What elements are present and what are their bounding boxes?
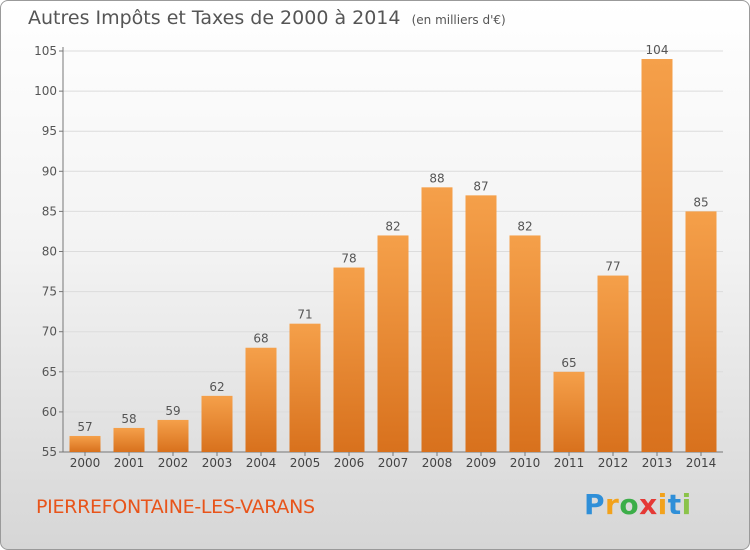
chart-title: Autres Impôts et Taxes de 2000 à 2014 — [28, 7, 401, 29]
data-label: 62 — [209, 380, 224, 394]
bars — [69, 59, 717, 453]
data-label: 85 — [693, 195, 708, 209]
y-tick-label: 75 — [42, 285, 57, 299]
logo-letter: o — [619, 488, 640, 521]
y-tick-label: 65 — [42, 365, 57, 379]
bar — [245, 347, 277, 452]
data-label: 77 — [605, 260, 620, 274]
x-tick-label: 2000 — [70, 456, 101, 470]
x-tick-label: 2007 — [378, 456, 409, 470]
x-tick-label: 2014 — [686, 456, 717, 470]
logo-letter: x — [639, 488, 658, 521]
x-tick-label: 2003 — [202, 456, 233, 470]
logo-letter: i — [657, 488, 668, 521]
y-tick-label: 80 — [42, 245, 57, 259]
x-tick-labels: 2000 2001 2002 2003 2004 2005 2006 2007 2008 2009… — [70, 452, 717, 470]
logo-letter: t — [667, 488, 682, 521]
logo-letter: r — [605, 488, 620, 521]
data-label: 78 — [341, 252, 356, 266]
bar — [553, 371, 585, 452]
y-tick-label: 70 — [42, 325, 57, 339]
x-tick-label: 2001 — [114, 456, 145, 470]
data-label: 68 — [253, 332, 268, 346]
x-tick-label: 2010 — [510, 456, 541, 470]
data-label: 87 — [473, 179, 488, 193]
bar — [685, 211, 717, 452]
chart-unit: (en milliers d'€) — [411, 13, 506, 27]
bar — [421, 187, 453, 452]
logo-letter: P — [584, 488, 606, 521]
x-tick-label: 2009 — [466, 456, 497, 470]
x-tick-label: 2012 — [598, 456, 629, 470]
x-tick-label: 2006 — [334, 456, 365, 470]
x-tick-label: 2005 — [290, 456, 321, 470]
data-label: 57 — [77, 420, 92, 434]
chart-title-block: Autres Impôts et Taxes de 2000 à 2014 (e… — [28, 7, 506, 29]
bar — [641, 59, 673, 453]
data-label: 88 — [429, 171, 444, 185]
x-tick-label: 2011 — [554, 456, 585, 470]
bar — [377, 235, 409, 452]
y-tick-label: 100 — [34, 84, 57, 98]
data-label: 82 — [517, 219, 532, 233]
y-tick-label: 105 — [34, 44, 57, 58]
x-tick-label: 2008 — [422, 456, 453, 470]
commune-name: PIERREFONTAINE-LES-VARANS — [36, 496, 315, 518]
logo-letter: i — [681, 488, 692, 521]
y-tick-labels: 55 60 65 70 75 80 85 90 95 100 105 — [34, 44, 63, 459]
bar — [289, 323, 321, 452]
y-tick-label: 55 — [42, 445, 57, 459]
bar — [333, 267, 365, 452]
y-tick-label: 95 — [42, 124, 57, 138]
data-label: 65 — [561, 356, 576, 370]
y-tick-label: 85 — [42, 204, 57, 218]
x-tick-label: 2013 — [642, 456, 673, 470]
data-label: 71 — [297, 308, 312, 322]
data-label: 104 — [646, 43, 669, 57]
bar — [597, 275, 629, 452]
proxiti-logo: Proxiti — [584, 488, 692, 521]
bar — [157, 419, 189, 452]
data-label: 59 — [165, 404, 180, 418]
bar — [69, 435, 101, 452]
bar — [113, 427, 145, 452]
x-tick-label: 2002 — [158, 456, 189, 470]
y-tick-label: 90 — [42, 164, 57, 178]
x-tick-label: 2004 — [246, 456, 277, 470]
bar — [465, 195, 497, 453]
y-tick-label: 60 — [42, 405, 57, 419]
data-label: 82 — [385, 219, 400, 233]
bar — [201, 395, 233, 452]
data-labels: 57 58 59 62 68 71 78 82 88 87 82 65 77 104 85 — [77, 43, 708, 434]
data-label: 58 — [121, 412, 136, 426]
bar — [509, 235, 541, 452]
